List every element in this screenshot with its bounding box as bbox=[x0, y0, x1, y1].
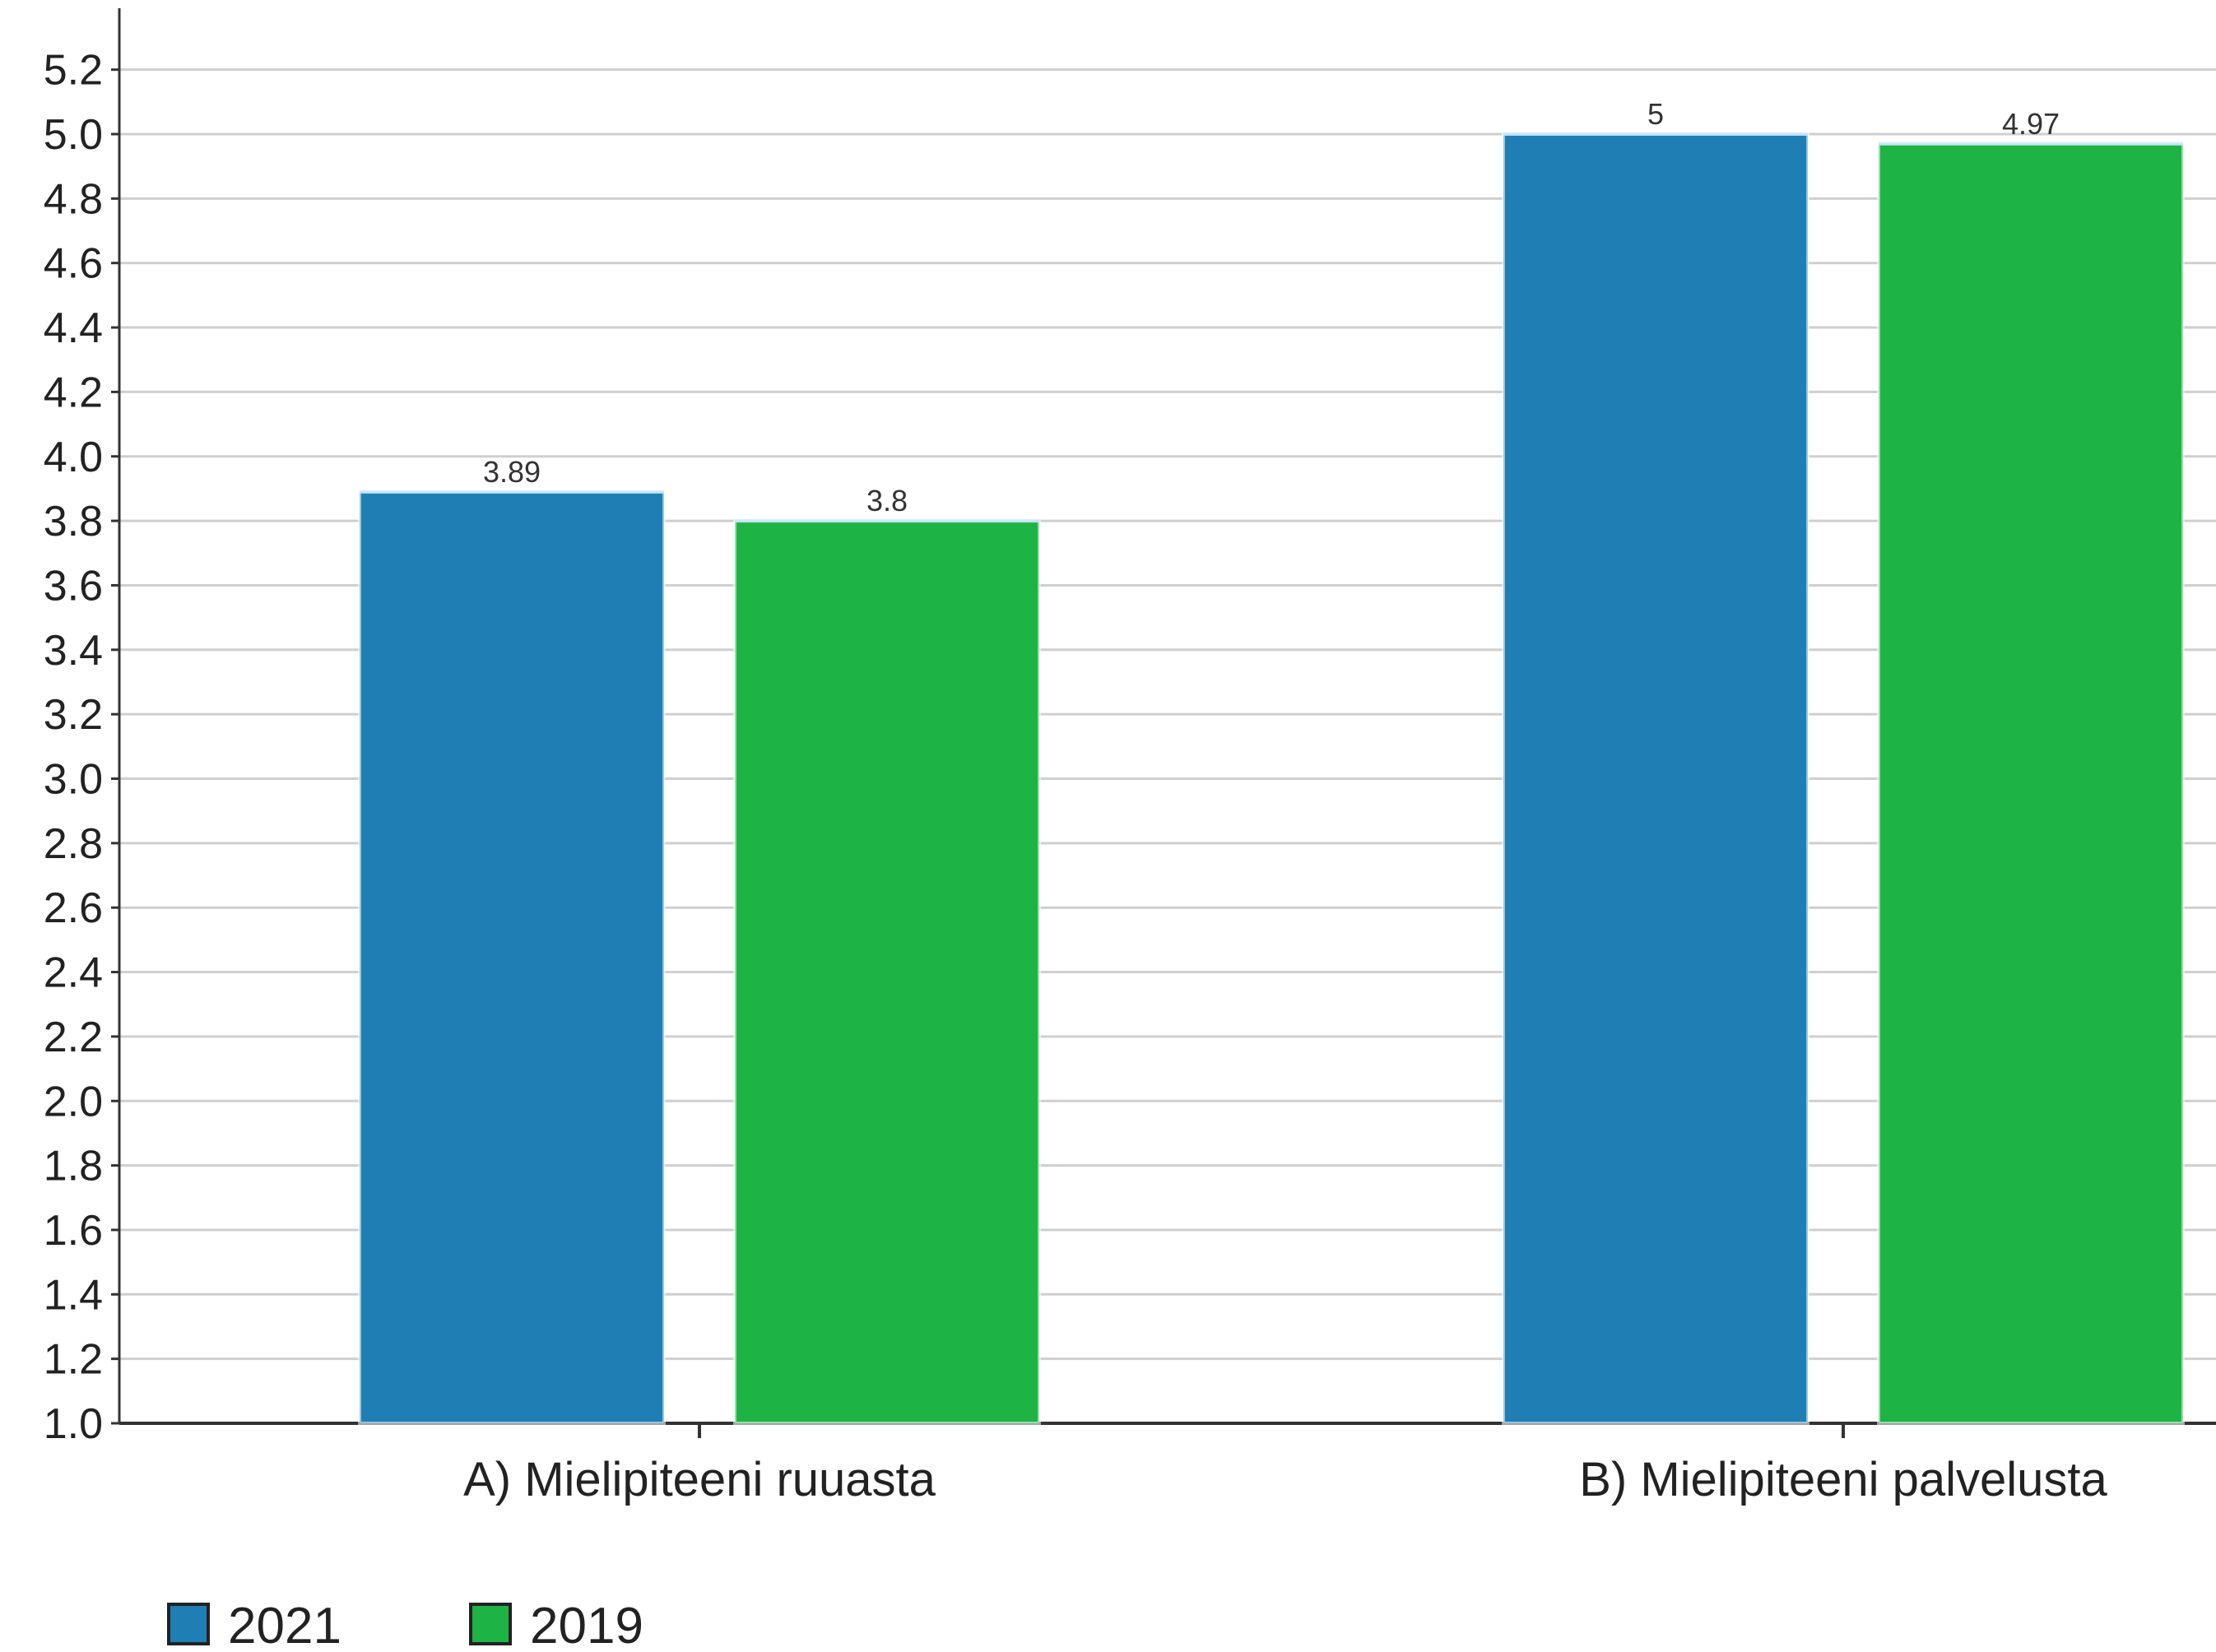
y-tick-label: 1.0 bbox=[44, 1400, 103, 1448]
value-label: 3.89 bbox=[483, 455, 541, 489]
y-tick-label: 1.2 bbox=[44, 1336, 103, 1384]
y-tick-label: 3.8 bbox=[44, 498, 103, 545]
category-label: A) Mielipiteeni ruuasta bbox=[463, 1453, 936, 1506]
y-tick-label: 4.0 bbox=[44, 434, 103, 481]
y-tick-label: 3.6 bbox=[44, 562, 103, 610]
bar-2021-a bbox=[358, 490, 666, 1425]
y-tick-label: 4.4 bbox=[44, 304, 103, 352]
y-tick-label: 2.4 bbox=[44, 949, 103, 997]
y-tick-label: 3.2 bbox=[44, 691, 103, 739]
y-tick-label: 2.2 bbox=[44, 1014, 103, 1061]
legend-label-2021: 2021 bbox=[228, 1598, 341, 1648]
legend-swatch-2019 bbox=[469, 1603, 512, 1645]
y-tick-label: 5.0 bbox=[44, 111, 103, 159]
bar-2019-b bbox=[1877, 142, 2185, 1426]
y-tick-label: 1.6 bbox=[44, 1207, 103, 1255]
y-tick-label: 5.2 bbox=[44, 47, 103, 95]
value-label: 3.8 bbox=[866, 484, 908, 517]
y-tick-label: 2.0 bbox=[44, 1078, 103, 1125]
legend-label-2019: 2019 bbox=[530, 1598, 643, 1648]
y-tick-label: 2.8 bbox=[44, 820, 103, 868]
y-tick-label: 4.6 bbox=[44, 240, 103, 288]
y-tick-label: 1.4 bbox=[44, 1271, 103, 1319]
bar-2021-b bbox=[1502, 132, 1810, 1425]
y-tick-label: 3.4 bbox=[44, 627, 103, 675]
value-label: 5 bbox=[1647, 97, 1664, 131]
y-tick-label: 4.2 bbox=[44, 369, 103, 416]
category-label: B) Mielipiteeni palvelusta bbox=[1579, 1453, 2107, 1506]
y-tick-label: 2.6 bbox=[44, 884, 103, 932]
y-tick-label: 3.0 bbox=[44, 756, 103, 804]
bar-2019-a bbox=[733, 519, 1041, 1425]
y-tick-label: 1.8 bbox=[44, 1143, 103, 1190]
legend-swatch-2021 bbox=[167, 1603, 210, 1645]
value-label: 4.97 bbox=[2002, 107, 2060, 141]
y-tick-label: 4.8 bbox=[44, 175, 103, 223]
